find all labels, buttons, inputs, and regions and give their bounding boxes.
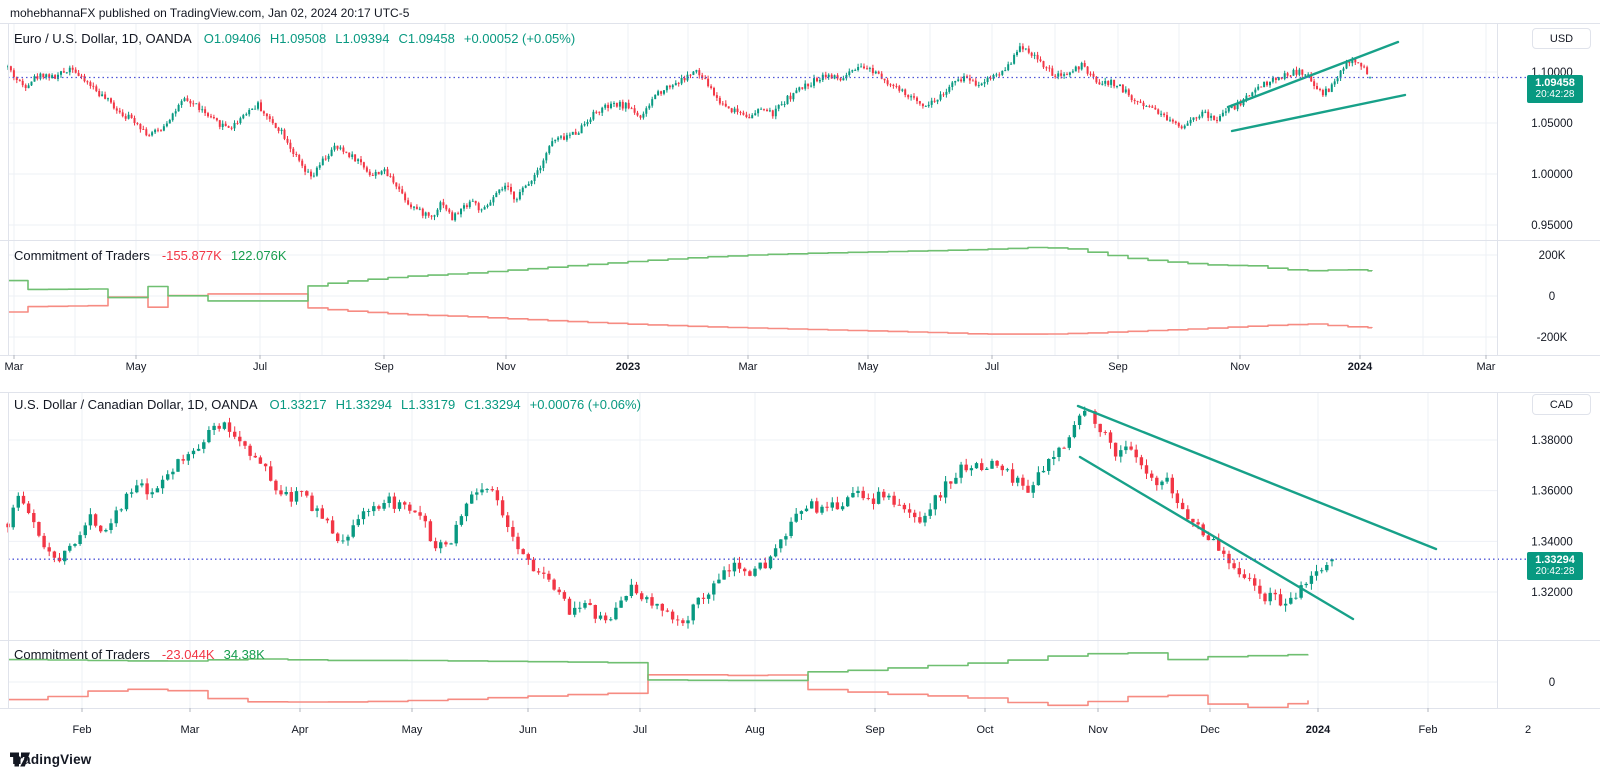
grid-layer: [8, 23, 1497, 355]
ohlc-change: +0.00076 (+0.06%): [529, 397, 641, 412]
cot-net-long-line: [8, 652, 1309, 682]
cot-lines-layer: [8, 246, 1373, 335]
svg-text:Dec: Dec: [1200, 724, 1220, 736]
svg-text:Oct: Oct: [976, 724, 993, 736]
svg-text:Apr: Apr: [291, 724, 308, 736]
candles-layer: [7, 42, 1371, 222]
last-price-value: 1.09458: [1535, 77, 1575, 89]
pane-borders: [0, 23, 1600, 356]
svg-text:Sep: Sep: [865, 724, 885, 736]
ohlc-change: +0.00052 (+0.05%): [463, 31, 576, 46]
ohlc-values: O1.33217 H1.33294 L1.33179 C1.33294 +0.0…: [269, 397, 640, 412]
svg-text:1.34000: 1.34000: [1531, 536, 1573, 548]
svg-text:2023: 2023: [616, 361, 640, 373]
svg-text:-200K: -200K: [1537, 332, 1568, 344]
usdcad-chart-canvas[interactable]: 1.38000 1.36000 1.34000 1.32000 0 Feb Mar Apr Ma…: [0, 392, 1600, 745]
svg-text:1.32000: 1.32000: [1531, 587, 1573, 599]
svg-text:Mar: Mar: [5, 361, 24, 373]
ohlc-close: C1.33294: [464, 397, 521, 412]
bar-countdown: 20:42:28: [1535, 89, 1575, 100]
symbol-title[interactable]: U.S. Dollar / Canadian Dollar, 1D, OANDA: [14, 397, 258, 412]
time-axis-labels[interactable]: Mar May Jul Sep Nov 2023 Mar May Jul Sep Nov 2024 Ma…: [5, 361, 1496, 373]
cot-net-short-line: [8, 674, 1309, 709]
svg-text:Jul: Jul: [633, 724, 647, 736]
tradingview-attribution[interactable]: TradingView: [10, 752, 91, 767]
svg-text:May: May: [858, 361, 879, 373]
svg-text:2: 2: [1525, 724, 1531, 736]
time-axis-labels[interactable]: Feb Mar Apr May Jun Jul Aug Sep Oct Nov Dec 2024 Feb…: [73, 724, 1532, 736]
price-scale-labels[interactable]: 1.38000 1.36000 1.34000 1.32000 0: [1531, 435, 1573, 689]
svg-text:Jun: Jun: [519, 724, 537, 736]
pane-borders: [0, 392, 1600, 709]
attribution-text: mohebhannaFX published on TradingView.co…: [10, 6, 410, 20]
svg-text:2024: 2024: [1306, 724, 1331, 736]
svg-text:0.95000: 0.95000: [1531, 220, 1573, 232]
eurusd-legend: Euro / U.S. Dollar, 1D, OANDA O1.09406 H…: [14, 31, 575, 46]
svg-text:1.38000: 1.38000: [1531, 435, 1573, 447]
svg-text:Jul: Jul: [253, 361, 267, 373]
brand-name: TradingView: [10, 752, 92, 767]
svg-text:Nov: Nov: [496, 361, 516, 373]
eurusd-cot-legend: Commitment of Traders -155.877K 122.076K: [14, 248, 287, 263]
svg-text:Mar: Mar: [739, 361, 758, 373]
svg-text:Sep: Sep: [1108, 361, 1128, 373]
ohlc-high: H1.09508: [269, 31, 327, 46]
svg-text:1.05000: 1.05000: [1531, 118, 1573, 130]
svg-text:May: May: [126, 361, 147, 373]
grid-layer: [8, 392, 1497, 708]
indicator-title[interactable]: Commitment of Traders: [14, 248, 150, 263]
currency-button-usd[interactable]: USD: [1532, 28, 1591, 49]
svg-text:May: May: [402, 724, 423, 736]
ohlc-open: O1.09406: [203, 31, 261, 46]
svg-text:Nov: Nov: [1230, 361, 1250, 373]
symbol-title[interactable]: Euro / U.S. Dollar, 1D, OANDA: [14, 31, 192, 46]
svg-text:Feb: Feb: [73, 724, 92, 736]
ohlc-low: L1.33179: [400, 397, 456, 412]
svg-text:1.36000: 1.36000: [1531, 486, 1573, 498]
cot-values: -23.044K 34.38K: [162, 647, 265, 662]
trend-channel[interactable]: [1226, 40, 1407, 133]
cot-net-short-value: -155.877K: [161, 248, 222, 263]
usdcad-legend: U.S. Dollar / Canadian Dollar, 1D, OANDA…: [14, 397, 641, 412]
currency-button-cad[interactable]: CAD: [1532, 394, 1591, 415]
svg-text:Mar: Mar: [181, 724, 200, 736]
cot-values: -155.877K 122.076K: [162, 248, 287, 263]
trend-channel[interactable]: [1076, 404, 1438, 621]
svg-text:Nov: Nov: [1088, 724, 1108, 736]
cot-lines-layer: [8, 652, 1309, 709]
cot-net-short-value: -23.044K: [161, 647, 215, 662]
last-price-badge-eurusd: 1.09458 20:42:28: [1527, 75, 1583, 103]
svg-text:0: 0: [1549, 677, 1555, 689]
ohlc-close: C1.09458: [398, 31, 455, 46]
cot-net-long-value: 34.38K: [223, 647, 265, 662]
svg-text:0: 0: [1549, 291, 1555, 303]
usdcad-cot-legend: Commitment of Traders -23.044K 34.38K: [14, 647, 265, 662]
indicator-title[interactable]: Commitment of Traders: [14, 647, 150, 662]
ohlc-values: O1.09406 H1.09508 L1.09394 C1.09458 +0.0…: [204, 31, 575, 46]
svg-text:Mar: Mar: [1477, 361, 1496, 373]
svg-text:Feb: Feb: [1419, 724, 1438, 736]
cot-net-long-value: 122.076K: [230, 248, 287, 263]
ohlc-open: O1.33217: [269, 397, 327, 412]
last-price-badge-usdcad: 1.33294 20:42:28: [1527, 552, 1583, 580]
ohlc-high: H1.33294: [335, 397, 392, 412]
eurusd-chart-canvas[interactable]: 1.100001.050001.000000.95000200K0-200KMa…: [0, 23, 1600, 392]
cot-net-long-line: [8, 246, 1373, 302]
ohlc-low: L1.09394: [335, 31, 390, 46]
svg-text:1.00000: 1.00000: [1531, 169, 1573, 181]
cot-net-short-line: [8, 293, 1373, 335]
svg-text:200K: 200K: [1539, 250, 1566, 262]
svg-text:Aug: Aug: [745, 724, 765, 736]
last-price-value: 1.33294: [1535, 554, 1575, 566]
tradingview-logo-icon: [10, 752, 30, 767]
svg-text:Jul: Jul: [985, 361, 999, 373]
bar-countdown: 20:42:28: [1535, 566, 1575, 577]
svg-text:Sep: Sep: [374, 361, 394, 373]
svg-text:2024: 2024: [1348, 361, 1373, 373]
